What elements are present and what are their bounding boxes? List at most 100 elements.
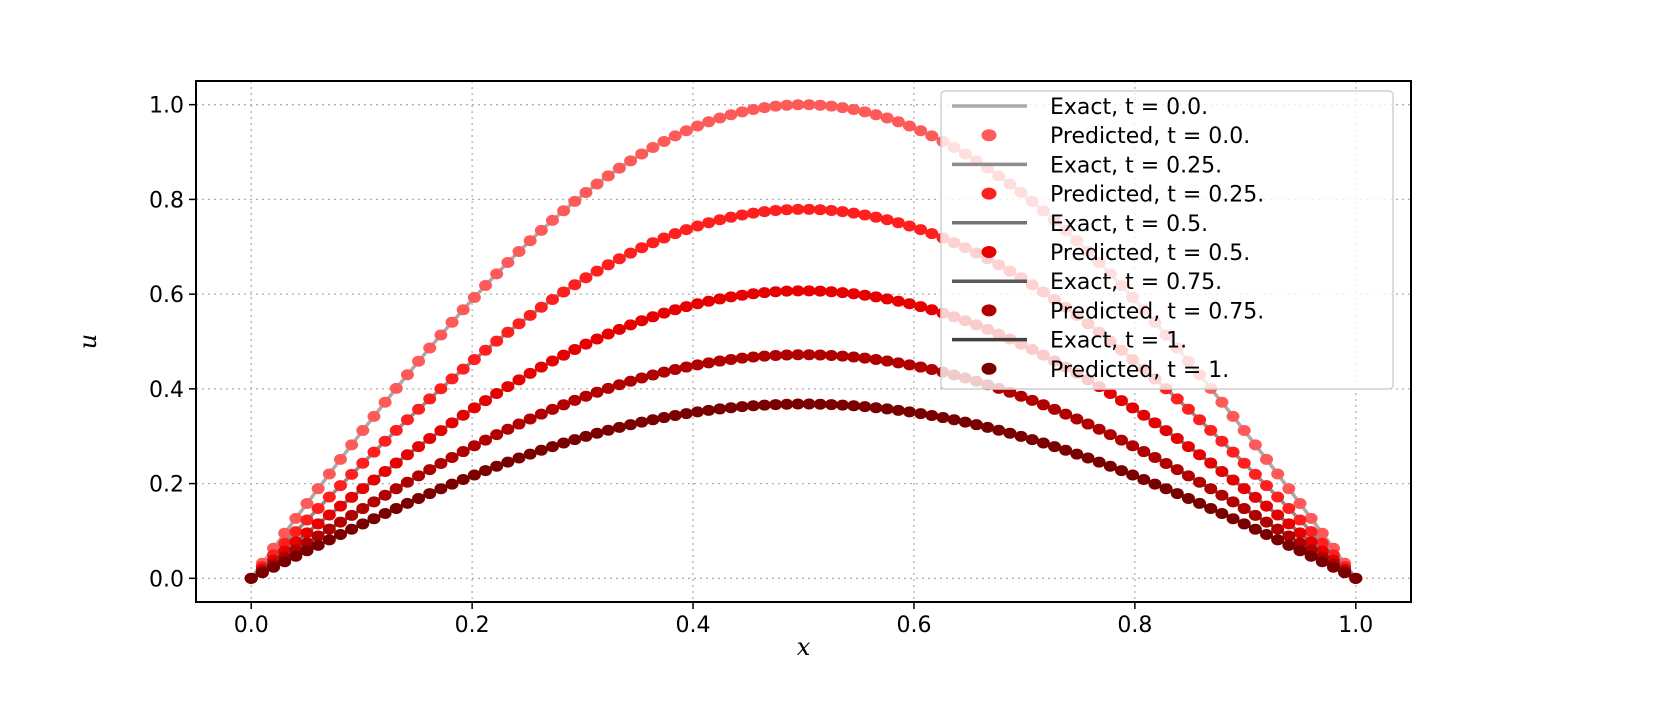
- predicted-point: [836, 287, 850, 299]
- predicted-point: [925, 363, 939, 375]
- predicted-point: [1304, 512, 1318, 524]
- predicted-point: [1349, 572, 1363, 584]
- predicted-point: [412, 470, 426, 482]
- predicted-point: [534, 408, 548, 420]
- predicted-point: [1282, 539, 1296, 551]
- predicted-point: [512, 452, 526, 464]
- predicted-point: [1304, 536, 1318, 548]
- predicted-point: [523, 235, 537, 247]
- predicted-point: [914, 408, 928, 420]
- predicted-point: [434, 383, 448, 395]
- predicted-point: [925, 304, 939, 316]
- predicted-point: [445, 417, 459, 429]
- predicted-point: [1126, 469, 1140, 481]
- predicted-point: [1237, 483, 1251, 495]
- predicted-point: [813, 285, 827, 297]
- predicted-point: [456, 409, 470, 421]
- predicted-point: [333, 480, 347, 492]
- predicted-point: [724, 291, 738, 303]
- predicted-point: [646, 369, 660, 381]
- predicted-point: [490, 388, 504, 400]
- predicted-point: [412, 403, 426, 415]
- predicted-point: [646, 311, 660, 323]
- predicted-point: [1103, 460, 1117, 472]
- legend-handle-predicted: [981, 187, 997, 200]
- predicted-point: [679, 301, 693, 313]
- y-tick-label: 1.0: [149, 94, 184, 119]
- predicted-point: [590, 427, 604, 439]
- predicted-point: [1315, 537, 1329, 549]
- predicted-point: [746, 104, 760, 115]
- predicted-point: [691, 406, 705, 418]
- predicted-point: [1338, 567, 1352, 579]
- predicted-point: [1248, 468, 1262, 480]
- legend-label-predicted: Predicted, t = 0.5.: [1050, 241, 1250, 266]
- predicted-point: [434, 457, 448, 469]
- predicted-point: [902, 220, 916, 232]
- predicted-point: [646, 141, 660, 153]
- predicted-point: [389, 483, 403, 495]
- predicted-point: [412, 441, 426, 453]
- predicted-point: [267, 561, 281, 573]
- predicted-point: [735, 289, 749, 301]
- predicted-point: [400, 476, 414, 488]
- predicted-point: [836, 206, 850, 218]
- predicted-point: [780, 99, 794, 111]
- predicted-point: [657, 366, 671, 378]
- predicted-point: [836, 399, 850, 411]
- predicted-point: [668, 363, 682, 375]
- predicted-point: [724, 211, 738, 223]
- predicted-point: [534, 301, 548, 313]
- predicted-point: [1170, 393, 1184, 405]
- predicted-point: [601, 424, 615, 436]
- predicted-point: [456, 473, 470, 485]
- y-axis-label: u: [74, 334, 102, 349]
- predicted-point: [490, 429, 504, 441]
- predicted-point: [1048, 441, 1062, 453]
- predicted-point: [356, 425, 370, 437]
- predicted-point: [679, 125, 693, 137]
- predicted-point: [568, 279, 582, 291]
- predicted-point: [367, 474, 381, 486]
- predicted-point: [1304, 526, 1318, 538]
- predicted-point: [1271, 491, 1285, 503]
- predicted-point: [1260, 453, 1274, 465]
- predicted-point: [624, 375, 638, 387]
- predicted-point: [333, 500, 347, 512]
- predicted-point: [824, 349, 838, 361]
- predicted-point: [925, 130, 939, 142]
- predicted-point: [601, 328, 615, 340]
- predicted-point: [802, 285, 816, 297]
- legend-label-exact: Exact, t = 0.75.: [1050, 270, 1222, 295]
- predicted-point: [891, 357, 905, 369]
- predicted-point: [300, 545, 314, 557]
- predicted-point: [902, 406, 916, 418]
- predicted-point: [1014, 430, 1028, 442]
- predicted-point: [1159, 425, 1173, 437]
- predicted-point: [557, 205, 571, 217]
- predicted-point: [300, 537, 314, 549]
- predicted-point: [791, 349, 805, 361]
- predicted-point: [1059, 408, 1073, 420]
- predicted-point: [947, 414, 961, 426]
- legend: Exact, t = 0.0. Predicted, t = 0.0. Exact,…: [940, 90, 1394, 390]
- predicted-point: [635, 372, 649, 384]
- predicted-point: [724, 109, 738, 121]
- predicted-point: [1170, 433, 1184, 445]
- predicted-point: [445, 316, 459, 328]
- predicted-point: [1137, 409, 1151, 421]
- predicted-point: [657, 135, 671, 147]
- predicted-point: [914, 125, 928, 137]
- predicted-point: [523, 309, 537, 321]
- legend-handle-predicted: [981, 362, 997, 375]
- x-axis-label: x: [797, 633, 811, 661]
- predicted-point: [735, 352, 749, 364]
- predicted-point: [434, 483, 448, 495]
- predicted-point: [869, 291, 883, 303]
- predicted-point: [780, 349, 794, 361]
- predicted-point: [847, 288, 861, 300]
- predicted-point: [679, 361, 693, 373]
- predicted-point: [479, 434, 493, 446]
- predicted-point: [501, 381, 515, 393]
